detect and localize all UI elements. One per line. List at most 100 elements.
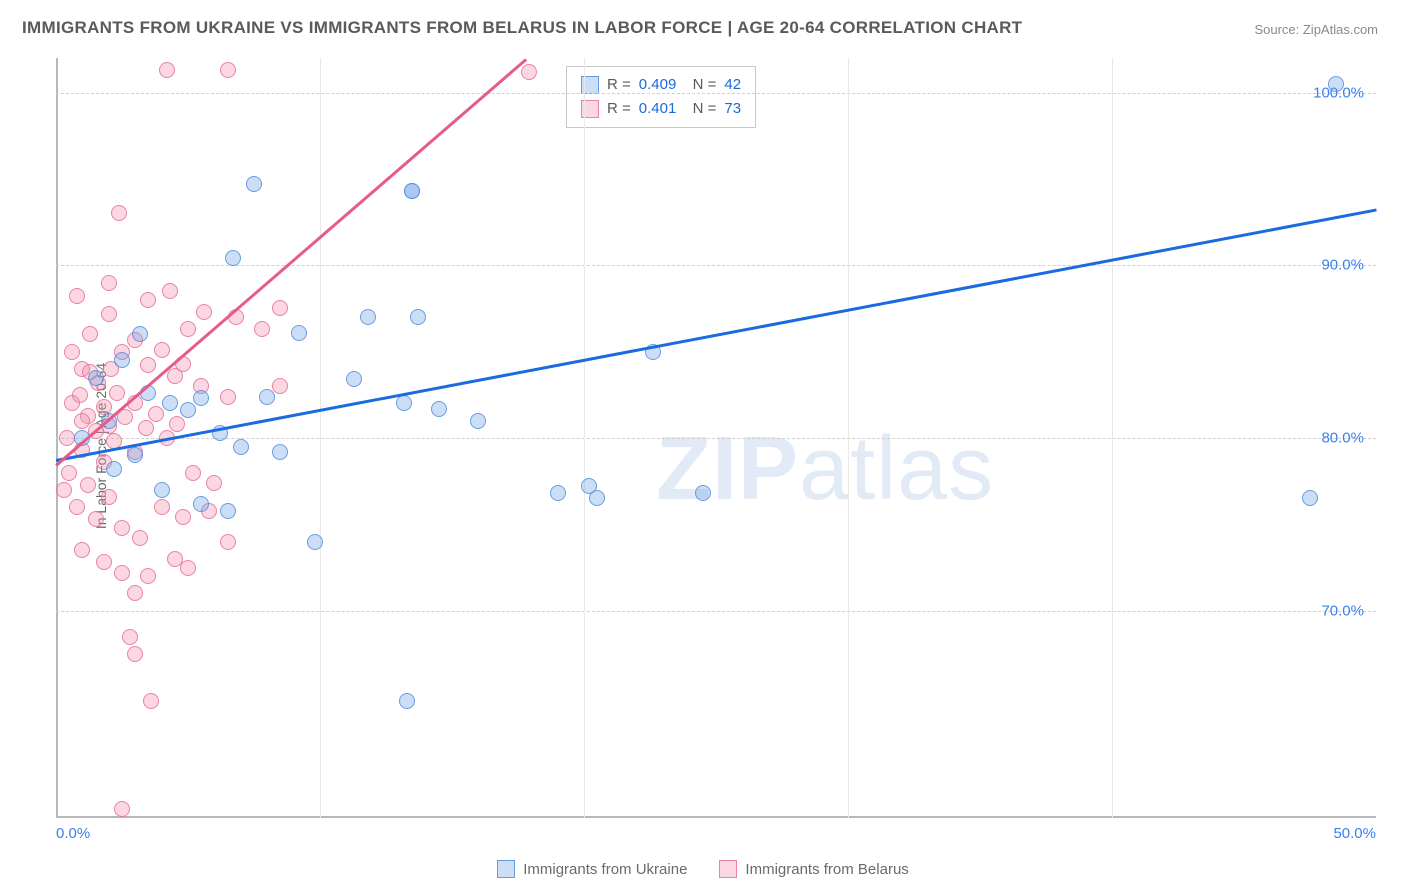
scatter-point-blue xyxy=(154,482,170,498)
scatter-point-blue xyxy=(346,371,362,387)
scatter-point-pink xyxy=(109,385,125,401)
scatter-point-pink xyxy=(154,342,170,358)
scatter-point-pink xyxy=(220,534,236,550)
scatter-point-pink xyxy=(127,585,143,601)
scatter-point-pink xyxy=(114,520,130,536)
scatter-point-blue xyxy=(162,395,178,411)
scatter-point-pink xyxy=(88,511,104,527)
legend-series-label: Immigrants from Ukraine xyxy=(523,861,687,878)
scatter-point-pink xyxy=(175,509,191,525)
scatter-point-blue xyxy=(225,250,241,266)
scatter-point-pink xyxy=(82,326,98,342)
scatter-point-pink xyxy=(69,499,85,515)
y-tick-label: 80.0% xyxy=(1321,430,1364,447)
scatter-point-blue xyxy=(410,309,426,325)
scatter-point-pink xyxy=(272,300,288,316)
scatter-point-pink xyxy=(521,64,537,80)
trend-line-pink xyxy=(55,58,527,466)
scatter-plot: ZIPatlas R = 0.409 N = 42R = 0.401 N = 7… xyxy=(56,58,1376,818)
legend-n-label: N = xyxy=(684,97,716,121)
y-tick-label: 90.0% xyxy=(1321,257,1364,274)
scatter-point-pink xyxy=(111,205,127,221)
scatter-point-blue xyxy=(396,395,412,411)
series-legend: Immigrants from Ukraine Immigrants from B… xyxy=(0,860,1406,878)
scatter-point-pink xyxy=(101,306,117,322)
scatter-point-pink xyxy=(96,554,112,570)
scatter-point-pink xyxy=(148,406,164,422)
legend-swatch xyxy=(497,860,515,878)
gridline-h xyxy=(56,438,1376,439)
scatter-point-pink xyxy=(140,357,156,373)
gridline-h xyxy=(56,611,1376,612)
x-axis-line xyxy=(56,816,1376,818)
gridline-v xyxy=(848,58,849,818)
scatter-point-pink xyxy=(101,489,117,505)
scatter-point-pink xyxy=(69,288,85,304)
scatter-point-pink xyxy=(114,801,130,817)
scatter-point-blue xyxy=(259,389,275,405)
scatter-point-blue xyxy=(307,534,323,550)
watermark-text: ZIPatlas xyxy=(656,418,994,521)
bottom-legend-item: Immigrants from Ukraine xyxy=(497,860,687,878)
scatter-point-pink xyxy=(185,465,201,481)
scatter-point-pink xyxy=(56,482,72,498)
scatter-point-pink xyxy=(196,304,212,320)
legend-r-value: 0.401 xyxy=(639,97,677,121)
scatter-point-blue xyxy=(431,401,447,417)
scatter-point-pink xyxy=(180,560,196,576)
scatter-point-pink xyxy=(154,499,170,515)
scatter-point-pink xyxy=(143,693,159,709)
scatter-point-blue xyxy=(550,485,566,501)
scatter-point-blue xyxy=(360,309,376,325)
trend-line-blue xyxy=(56,208,1376,461)
scatter-point-pink xyxy=(180,321,196,337)
scatter-point-blue xyxy=(1328,76,1344,92)
scatter-point-blue xyxy=(470,413,486,429)
scatter-point-blue xyxy=(193,496,209,512)
scatter-point-pink xyxy=(206,475,222,491)
scatter-point-pink xyxy=(272,378,288,394)
legend-row: R = 0.401 N = 73 xyxy=(581,97,741,121)
scatter-point-blue xyxy=(399,693,415,709)
scatter-point-blue xyxy=(291,325,307,341)
scatter-point-pink xyxy=(74,542,90,558)
gridline-v xyxy=(320,58,321,818)
gridline-v xyxy=(1112,58,1113,818)
scatter-point-pink xyxy=(220,62,236,78)
scatter-point-pink xyxy=(72,387,88,403)
scatter-point-pink xyxy=(138,420,154,436)
legend-r-label: R = xyxy=(607,97,631,121)
scatter-point-pink xyxy=(132,530,148,546)
source-label: Source: ZipAtlas.com xyxy=(1254,22,1378,37)
scatter-point-pink xyxy=(61,465,77,481)
scatter-point-blue xyxy=(695,485,711,501)
correlation-legend: R = 0.409 N = 42R = 0.401 N = 73 xyxy=(566,66,756,128)
scatter-point-pink xyxy=(220,389,236,405)
gridline-h xyxy=(56,265,1376,266)
scatter-point-blue xyxy=(220,503,236,519)
scatter-point-blue xyxy=(272,444,288,460)
x-tick-label: 50.0% xyxy=(1333,825,1376,842)
legend-swatch xyxy=(719,860,737,878)
scatter-point-pink xyxy=(127,646,143,662)
scatter-point-pink xyxy=(140,292,156,308)
scatter-point-pink xyxy=(159,62,175,78)
legend-series-label: Immigrants from Belarus xyxy=(745,861,908,878)
bottom-legend-item: Immigrants from Belarus xyxy=(719,860,908,878)
scatter-point-pink xyxy=(59,430,75,446)
scatter-point-blue xyxy=(193,390,209,406)
scatter-point-pink xyxy=(114,565,130,581)
scatter-point-pink xyxy=(162,283,178,299)
legend-n-value: 73 xyxy=(724,97,741,121)
scatter-point-blue xyxy=(127,447,143,463)
x-tick-label: 0.0% xyxy=(56,825,90,842)
scatter-point-blue xyxy=(1302,490,1318,506)
scatter-point-blue xyxy=(404,183,420,199)
chart-title: IMMIGRANTS FROM UKRAINE VS IMMIGRANTS FR… xyxy=(22,18,1022,38)
scatter-point-blue xyxy=(132,326,148,342)
scatter-point-pink xyxy=(167,368,183,384)
scatter-point-pink xyxy=(122,629,138,645)
scatter-point-blue xyxy=(589,490,605,506)
scatter-point-pink xyxy=(80,477,96,493)
y-tick-label: 70.0% xyxy=(1321,602,1364,619)
